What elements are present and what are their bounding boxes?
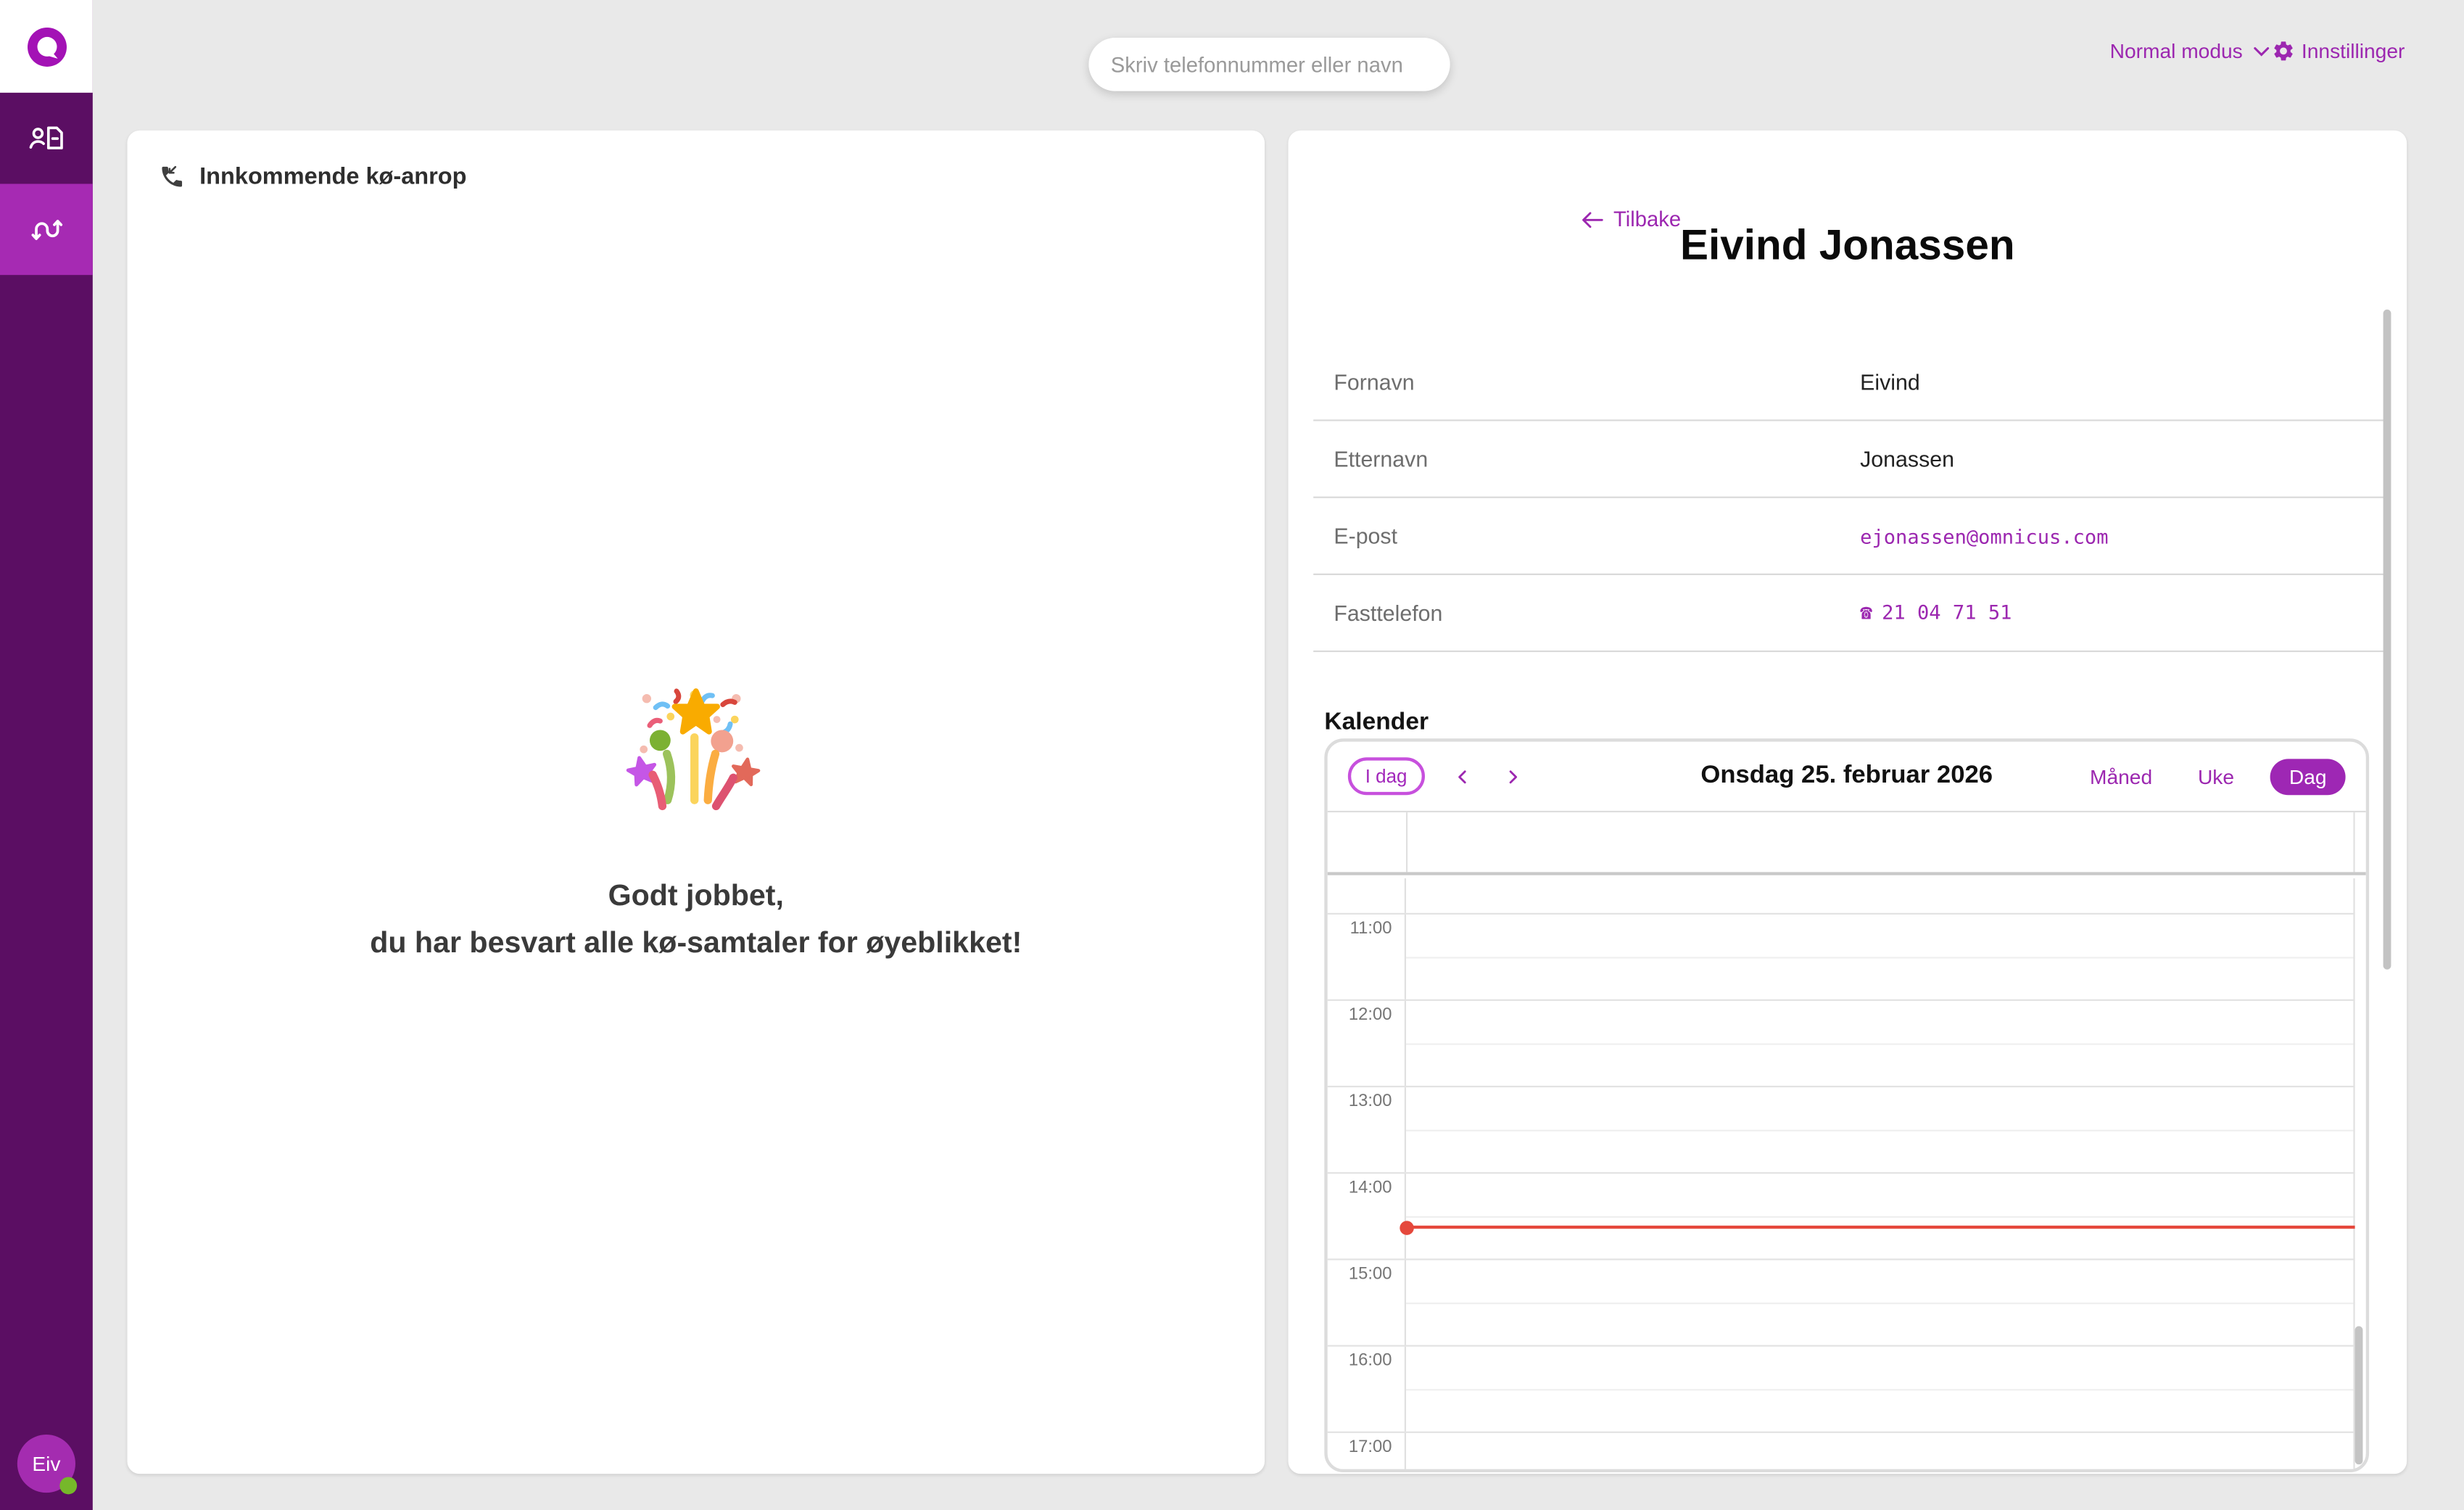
field-label: Etternavn [1334, 446, 1429, 471]
global-search [1088, 37, 1450, 91]
presence-dot [59, 1477, 78, 1495]
calendar-slot[interactable]: 16:00 [1327, 1345, 2354, 1432]
field-label: E-post [1334, 523, 1398, 549]
calendar-scrollbar-thumb[interactable] [2355, 1326, 2363, 1465]
contact-name: Eivind Jonassen [1679, 221, 2015, 269]
field-label: Fasttelefon [1334, 600, 1443, 626]
email-link[interactable]: ejonassen@omnicus.com [1860, 524, 2109, 548]
calendar-slot[interactable]: 11:00 [1327, 912, 2354, 999]
phone-icon: ☎ [1860, 601, 1873, 626]
calendar-toolbar: I dag Onsdag 25. februar 2026 Måned Uke … [1328, 742, 2366, 811]
field-row-epost: E-post ejonassen@omnicus.com [1313, 498, 2386, 575]
prev-button[interactable] [1450, 763, 1475, 790]
time-label: 12:00 [1348, 1005, 1392, 1025]
field-row-fornavn: Fornavn Eivind [1313, 344, 2386, 421]
now-line [1400, 1220, 2355, 1234]
contact-detail-panel: Tilbake Eivind Jonassen Fornavn Eivind E… [1288, 130, 2407, 1474]
time-grid: 11:00 12:00 13:00 14:00 [1327, 878, 2355, 1469]
sidebar: Eiv [0, 0, 93, 1510]
time-label: 16:00 [1348, 1351, 1392, 1371]
route-arrows-icon [31, 220, 63, 240]
queue-panel-header: Innkommende kø-anrop [159, 163, 467, 190]
back-label: Tilbake [1613, 207, 1682, 231]
user-avatar[interactable]: Eiv [17, 1435, 78, 1495]
contact-page-icon [29, 126, 63, 149]
search-input[interactable] [1088, 37, 1450, 91]
empty-message-line1: Godt jobbet, [608, 880, 784, 913]
back-arrow-icon [1582, 211, 1603, 228]
incoming-queue-panel: Innkommende kø-anrop [127, 130, 1265, 1474]
omnicus-logo-icon [26, 26, 66, 66]
mode-selector[interactable]: Normal modus [2110, 38, 2270, 65]
sidebar-item-routing[interactable] [0, 183, 93, 276]
field-row-etternavn: Etternavn Jonassen [1313, 421, 2386, 498]
view-month-button[interactable]: Måned [2080, 763, 2162, 790]
time-label: 15:00 [1348, 1265, 1392, 1284]
settings-label: Innstillinger [2301, 39, 2405, 63]
chevron-left-icon [1458, 770, 1466, 783]
calendar-heading: Kalender [1324, 708, 1429, 735]
field-row-fasttelefon: Fasttelefon ☎ 21 04 71 51 [1313, 575, 2386, 653]
chevron-right-icon [1509, 770, 1517, 783]
queue-empty-state: Godt jobbet, du har besvart alle kø-samt… [127, 683, 1265, 968]
chevron-down-icon [2253, 46, 2269, 56]
mode-label: Normal modus [2109, 39, 2243, 63]
field-value: Jonassen [1860, 446, 1954, 471]
calendar-slot-partial[interactable] [1328, 878, 2354, 913]
contact-fields: Fornavn Eivind Etternavn Jonassen E-post… [1313, 344, 2386, 653]
calendar-slot[interactable]: 17:00 [1327, 1431, 2354, 1469]
empty-message-line2: du har besvart alle kø-samtaler for øyeb… [370, 927, 1022, 960]
calendar-slot[interactable]: 15:00 [1327, 1258, 2354, 1345]
incoming-call-icon [162, 165, 183, 187]
calendar-slot[interactable]: 12:00 [1327, 999, 2354, 1086]
calendar-slot[interactable]: 13:00 [1327, 1086, 2354, 1173]
calendar-widget: I dag Onsdag 25. februar 2026 Måned Uke … [1324, 738, 2370, 1473]
panel-scrollbar-thumb[interactable] [2383, 309, 2391, 970]
gear-icon [2274, 41, 2293, 61]
celebration-illustration [626, 688, 761, 811]
view-switcher: Måned Uke Dag [2080, 758, 2346, 795]
view-week-button[interactable]: Uke [2188, 763, 2244, 790]
sidebar-item-contacts[interactable] [0, 93, 93, 184]
phone-link[interactable]: ☎ 21 04 71 51 [1860, 600, 2012, 626]
brand-logo[interactable] [0, 0, 93, 93]
back-button[interactable]: Tilbake [1580, 207, 1681, 231]
today-button[interactable]: I dag [1347, 757, 1425, 796]
calendar-slot[interactable]: 14:00 [1327, 1172, 2354, 1259]
time-label: 13:00 [1348, 1092, 1392, 1111]
allday-row[interactable] [1327, 812, 2366, 875]
field-value: Eivind [1860, 369, 1920, 395]
queue-panel-title: Innkommende kø-anrop [199, 163, 467, 191]
calendar-grid: 11:00 12:00 13:00 14:00 [1327, 810, 2366, 1469]
settings-button[interactable]: Innstillinger [2272, 38, 2405, 65]
time-label: 14:00 [1348, 1178, 1392, 1197]
now-dot [1400, 1220, 1414, 1234]
view-day-button[interactable]: Dag [2270, 758, 2346, 795]
next-button[interactable] [1500, 763, 1525, 790]
time-label: 11:00 [1349, 919, 1392, 938]
field-label: Fornavn [1334, 369, 1415, 395]
time-label: 17:00 [1348, 1437, 1392, 1457]
avatar-initials: Eiv [32, 1451, 61, 1476]
